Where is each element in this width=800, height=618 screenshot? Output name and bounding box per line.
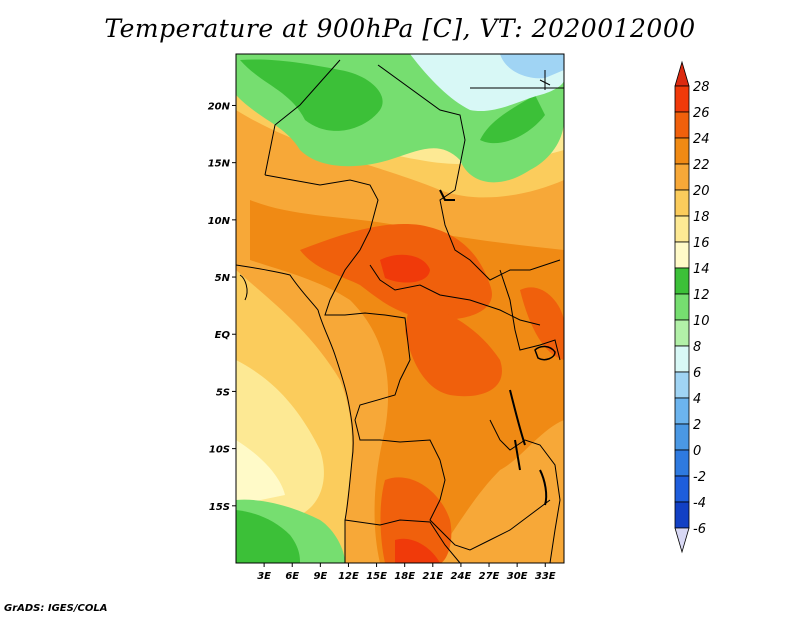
lat-tick-label: 5S	[216, 387, 230, 398]
colorbar-label: 24	[693, 132, 710, 147]
border-north-east	[377, 64, 561, 281]
border-namibia	[344, 519, 461, 563]
colorbar-label: -2	[693, 470, 706, 485]
field-14-16-southwest	[236, 510, 300, 563]
lon-tick-label: 12E	[338, 571, 359, 582]
lon-tick-label: 3E	[257, 571, 271, 582]
country-borders	[236, 59, 564, 563]
colorbar-swatch	[674, 111, 690, 139]
lon-tick-label: 9E	[313, 571, 327, 582]
colorbar-swatch	[674, 423, 690, 451]
colorbar-swatch	[674, 241, 690, 269]
border-car	[369, 264, 541, 326]
colorbar-swatch	[674, 189, 690, 217]
colorbar-label: 22	[693, 158, 710, 173]
colorbar-swatch	[674, 163, 690, 191]
lat-tick-label: 15S	[209, 502, 230, 513]
field-14-16-ne	[480, 95, 545, 144]
colorbar-swatch	[674, 267, 690, 295]
lat-tick-label: 5N	[215, 273, 231, 284]
colorbar-label: 0	[693, 444, 701, 459]
lat-tick-label: 10S	[209, 445, 230, 456]
lat-tick-label: 15N	[208, 159, 231, 170]
colorbar-label: 4	[693, 392, 701, 407]
west-coastline	[236, 264, 354, 563]
colorbar-label: 10	[693, 314, 710, 329]
temperature-field	[236, 54, 564, 563]
colorbar-swatch	[674, 293, 690, 321]
colorbar-swatch	[674, 215, 690, 243]
lon-tick-label: 18E	[394, 571, 415, 582]
colorbar-swatch	[674, 397, 690, 425]
colorbar-label: 8	[693, 340, 701, 355]
lake-victoria	[534, 345, 556, 361]
field-8-10-ne	[500, 54, 564, 79]
colorbar-label: 6	[693, 366, 701, 381]
field-28-plus-central	[380, 254, 430, 283]
colorbar-top-arrow	[674, 60, 690, 87]
colorbar-label: 28	[693, 80, 710, 95]
colorbar-label: 16	[693, 236, 710, 251]
colorbar-swatch	[674, 319, 690, 347]
colorbar-swatch	[674, 449, 690, 477]
field-26-28-lakes	[520, 287, 564, 360]
lat-tick-label: 20N	[208, 101, 231, 112]
colorbar-swatch	[674, 371, 690, 399]
map-frame	[235, 53, 565, 564]
border-egypt	[470, 70, 564, 90]
colorbar-label: 20	[693, 184, 710, 199]
field-14-16-north	[240, 59, 383, 131]
colorbar-label: -4	[693, 496, 706, 511]
lake-tanganyika	[509, 389, 526, 471]
colorbar-swatch	[674, 137, 690, 165]
footer-credit: GrADS: IGES/COLA	[4, 603, 108, 614]
colorbar-swatch	[674, 501, 690, 529]
field-26-28-east	[405, 300, 502, 397]
colorbar-label: 2	[693, 418, 701, 433]
colorbar-label: -6	[693, 522, 706, 537]
lat-tick-label: EQ	[215, 330, 231, 341]
colorbar-swatch	[674, 475, 690, 503]
colorbar-label: 14	[693, 262, 710, 277]
lake-chad	[439, 189, 455, 201]
border-lakes-south	[489, 419, 561, 563]
colorbar-swatch	[674, 345, 690, 373]
lon-tick-label: 15E	[366, 571, 387, 582]
colorbar-label: 18	[693, 210, 710, 225]
lon-tick-label: 21E	[422, 571, 443, 582]
field-16-18-south	[236, 440, 285, 505]
lon-tick-label: 6E	[285, 571, 299, 582]
longitude-axis: 3E 6E 9E 12E 15E 18E 21E 24E 27E 30E 33E	[257, 563, 556, 582]
lon-tick-label: 27E	[479, 571, 500, 582]
colorbar-label: 12	[693, 288, 710, 303]
border-east	[499, 269, 561, 361]
lon-tick-label: 24E	[451, 571, 472, 582]
colorbar-bottom-arrow	[674, 527, 690, 554]
border-west-central	[264, 59, 411, 361]
latitude-axis: 20N 15N 10N 5N EQ 5S 10S 15S	[208, 101, 236, 513]
lon-tick-label: 30E	[507, 571, 528, 582]
field-28-plus-south	[395, 538, 440, 563]
lat-tick-label: 10N	[208, 216, 231, 227]
colorbar-swatch	[674, 85, 690, 113]
gulf-of-guinea-coast	[239, 274, 248, 301]
colorbar-label: 26	[693, 106, 710, 121]
lon-tick-label: 33E	[535, 571, 556, 582]
lake-malawi	[539, 469, 548, 506]
chart-title: Temperature at 900hPa [C], VT: 202001200…	[104, 14, 696, 43]
border-south	[354, 359, 551, 551]
